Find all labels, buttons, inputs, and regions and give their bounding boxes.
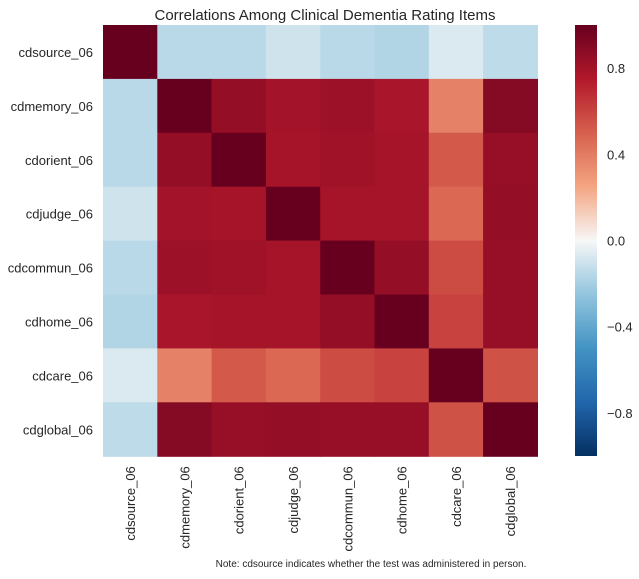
heatmap-cell: [211, 78, 267, 134]
heatmap-cell: [211, 402, 267, 457]
heatmap-cell: [265, 78, 321, 134]
colorbar-tick-label: −0.4: [607, 320, 633, 335]
heatmap-cell: [483, 348, 538, 403]
column-label: cdcare_06: [449, 466, 464, 527]
heatmap-cell: [103, 294, 158, 349]
column-label: cdhome_06: [395, 466, 410, 534]
heatmap-cell: [211, 186, 267, 242]
heatmap-cell: [374, 402, 430, 457]
heatmap-cell: [320, 240, 376, 296]
heatmap-cell: [157, 294, 213, 349]
heatmap-cell: [428, 78, 484, 134]
chart-title: Correlations Among Clinical Dementia Rat…: [155, 7, 496, 24]
heatmap-cell: [428, 240, 484, 296]
heatmap-cell: [483, 402, 538, 457]
heatmap-cell: [103, 78, 158, 134]
heatmap-cell: [211, 294, 267, 349]
colorbar-tick-label: 0.4: [607, 147, 625, 162]
heatmap-cells: [103, 25, 538, 457]
heatmap-cell: [428, 25, 484, 80]
row-label: cdmemory_06: [11, 99, 93, 114]
heatmap-cell: [157, 78, 213, 134]
heatmap-cell: [483, 186, 538, 242]
colorbar: −0.8 −0.4 0.0 0.4 0.8: [575, 25, 633, 456]
column-label: cdjudge_06: [286, 466, 301, 533]
row-label: cdcare_06: [32, 368, 93, 383]
heatmap-cell: [265, 294, 321, 349]
heatmap-cell: [320, 186, 376, 242]
heatmap-cell: [320, 348, 376, 403]
heatmap-cell: [265, 240, 321, 296]
heatmap-cell: [428, 402, 484, 457]
heatmap-cell: [374, 78, 430, 134]
heatmap-cell: [428, 348, 484, 403]
heatmap-cell: [320, 78, 376, 134]
colorbar-tick-label: −0.8: [607, 406, 633, 421]
heatmap-cell: [103, 240, 158, 296]
column-label: cdorient_06: [232, 466, 247, 534]
heatmap-cell: [320, 294, 376, 349]
footnote: Note: cdsource indicates whether the tes…: [216, 559, 527, 570]
column-label: cdsource_06: [123, 466, 138, 540]
colorbar-tick-label: 0.8: [607, 61, 625, 76]
column-labels: cdsource_06 cdmemory_06 cdorient_06 cdjudge…: [123, 466, 518, 551]
colorbar-ticks: −0.8 −0.4 0.0 0.4 0.8: [607, 61, 633, 421]
heatmap-cell: [157, 186, 213, 242]
colorbar-gradient: [575, 25, 597, 456]
heatmap-cell: [483, 78, 538, 134]
row-label: cdhome_06: [25, 314, 93, 329]
heatmap-cell: [103, 348, 158, 403]
heatmap-cell: [265, 25, 321, 80]
heatmap-cell: [374, 294, 430, 349]
heatmap-cell: [374, 186, 430, 242]
heatmap-cell: [265, 402, 321, 457]
row-label: cdcommun_06: [8, 261, 93, 276]
heatmap-cell: [374, 132, 430, 188]
heatmap-cell: [265, 132, 321, 188]
heatmap-cell: [157, 25, 213, 80]
heatmap-cell: [157, 240, 213, 296]
heatmap-cell: [428, 186, 484, 242]
heatmap-cell: [157, 348, 213, 403]
heatmap-cell: [157, 132, 213, 188]
heatmap-cell: [483, 132, 538, 188]
heatmap-cell: [157, 402, 213, 457]
heatmap-cell: [428, 132, 484, 188]
heatmap-cell: [483, 240, 538, 296]
heatmap-cell: [211, 132, 267, 188]
heatmap-cell: [211, 25, 267, 80]
colorbar-tick-label: 0.0: [607, 234, 625, 249]
heatmap-cell: [211, 240, 267, 296]
heatmap-cell: [103, 25, 158, 80]
heatmap-cell: [428, 294, 484, 349]
column-label: cdcommun_06: [340, 466, 355, 551]
heatmap-cell: [320, 25, 376, 80]
heatmap-cell: [374, 25, 430, 80]
column-label: cdmemory_06: [177, 466, 192, 548]
row-label: cdjudge_06: [26, 207, 93, 222]
heatmap-cell: [374, 348, 430, 403]
heatmap-cell: [483, 25, 538, 80]
row-label: cdorient_06: [25, 153, 93, 168]
heatmap-cell: [103, 186, 158, 242]
column-label: cdglobal_06: [503, 466, 518, 536]
heatmap-cell: [211, 348, 267, 403]
heatmap-cell: [103, 132, 158, 188]
row-label: cdsource_06: [19, 45, 93, 60]
heatmap-cell: [265, 186, 321, 242]
heatmap-cell: [483, 294, 538, 349]
heatmap-cell: [374, 240, 430, 296]
row-label: cdglobal_06: [23, 422, 93, 437]
heatmap-cell: [320, 132, 376, 188]
heatmap-cell: [265, 348, 321, 403]
heatmap-cell: [320, 402, 376, 457]
row-labels: cdsource_06 cdmemory_06 cdorient_06cdjudge…: [8, 45, 93, 437]
heatmap-cell: [103, 402, 158, 457]
